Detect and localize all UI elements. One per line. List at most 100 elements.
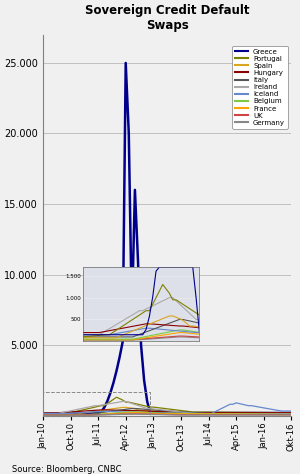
- Line: UK: UK: [43, 414, 291, 415]
- UK: [109, 411, 112, 417]
- Hungary: [99, 407, 103, 413]
- Germany: [290, 412, 293, 418]
- Spain: [99, 408, 103, 413]
- Iceland: [234, 400, 238, 406]
- Belgium: [41, 412, 45, 418]
- Ireland: [121, 399, 124, 404]
- Spain: [109, 406, 112, 412]
- Belgium: [244, 411, 247, 417]
- Greece: [109, 390, 112, 396]
- Italy: [244, 411, 247, 417]
- Portugal: [109, 399, 112, 404]
- UK: [290, 412, 293, 418]
- Italy: [161, 408, 164, 413]
- UK: [237, 412, 241, 418]
- Iceland: [244, 402, 247, 408]
- Portugal: [115, 394, 118, 400]
- Line: Italy: Italy: [43, 409, 291, 414]
- Italy: [99, 410, 103, 415]
- Iceland: [41, 410, 45, 416]
- Iceland: [237, 401, 241, 406]
- Line: Portugal: Portugal: [43, 397, 291, 414]
- Greece: [41, 410, 45, 416]
- Ireland: [194, 411, 198, 417]
- Iceland: [112, 409, 115, 414]
- Portugal: [41, 411, 45, 417]
- Line: Ireland: Ireland: [43, 401, 291, 414]
- Legend: Greece, Portugal, Spain, Hungary, Italy, Ireland, Iceland, Belgium, France, UK, : Greece, Portugal, Spain, Hungary, Italy,…: [232, 46, 288, 128]
- Line: Greece: Greece: [43, 63, 291, 413]
- Hungary: [244, 410, 247, 416]
- Belgium: [161, 410, 164, 416]
- Spain: [290, 410, 293, 416]
- Hungary: [161, 409, 164, 414]
- France: [237, 411, 241, 417]
- Portugal: [237, 410, 241, 415]
- UK: [244, 412, 247, 418]
- Hungary: [41, 410, 45, 416]
- Italy: [41, 411, 45, 417]
- Belgium: [99, 411, 103, 417]
- Hungary: [237, 410, 241, 416]
- Ireland: [241, 411, 244, 417]
- Spain: [41, 411, 45, 417]
- Belgium: [130, 409, 134, 415]
- Ireland: [290, 411, 293, 417]
- Spain: [121, 404, 124, 410]
- Portugal: [161, 405, 164, 411]
- Ireland: [41, 410, 45, 416]
- Hungary: [102, 407, 106, 413]
- Belgium: [112, 410, 115, 416]
- Hungary: [115, 407, 118, 413]
- Germany: [237, 412, 241, 418]
- Italy: [237, 411, 241, 417]
- France: [290, 412, 293, 418]
- Ireland: [109, 401, 112, 406]
- UK: [99, 412, 103, 418]
- Ireland: [161, 407, 164, 413]
- Greece: [244, 410, 247, 416]
- Spain: [161, 409, 164, 415]
- Germany: [161, 412, 164, 418]
- France: [161, 411, 164, 417]
- Ireland: [112, 400, 115, 406]
- Greece: [112, 380, 115, 386]
- France: [112, 411, 115, 417]
- Portugal: [112, 396, 115, 402]
- Hungary: [112, 407, 115, 413]
- Text: Source: Bloomberg, CNBC: Source: Bloomberg, CNBC: [12, 465, 122, 474]
- Spain: [237, 410, 241, 416]
- France: [41, 412, 45, 418]
- Title: Sovereign Credit Default
Swaps: Sovereign Credit Default Swaps: [85, 4, 249, 32]
- Germany: [130, 411, 134, 417]
- France: [130, 410, 134, 416]
- Italy: [130, 406, 134, 411]
- Italy: [290, 411, 293, 417]
- Italy: [112, 408, 115, 414]
- Line: Germany: Germany: [43, 414, 291, 415]
- Portugal: [290, 410, 293, 416]
- Germany: [109, 412, 112, 418]
- Line: Belgium: Belgium: [43, 412, 291, 415]
- Germany: [244, 412, 247, 418]
- France: [99, 411, 103, 417]
- Spain: [244, 410, 247, 416]
- Greece: [290, 410, 293, 416]
- Belgium: [237, 411, 241, 417]
- Ireland: [247, 411, 250, 417]
- UK: [41, 412, 45, 418]
- Portugal: [99, 403, 103, 409]
- Greece: [124, 60, 128, 66]
- UK: [161, 411, 164, 417]
- Hungary: [290, 410, 293, 416]
- Portugal: [244, 410, 247, 415]
- Italy: [109, 409, 112, 414]
- Iceland: [290, 408, 293, 414]
- Line: Spain: Spain: [43, 407, 291, 414]
- Iceland: [158, 410, 161, 416]
- Germany: [41, 412, 45, 418]
- Line: France: France: [43, 413, 291, 415]
- Line: Iceland: Iceland: [43, 403, 291, 413]
- UK: [130, 411, 134, 417]
- Greece: [237, 410, 241, 416]
